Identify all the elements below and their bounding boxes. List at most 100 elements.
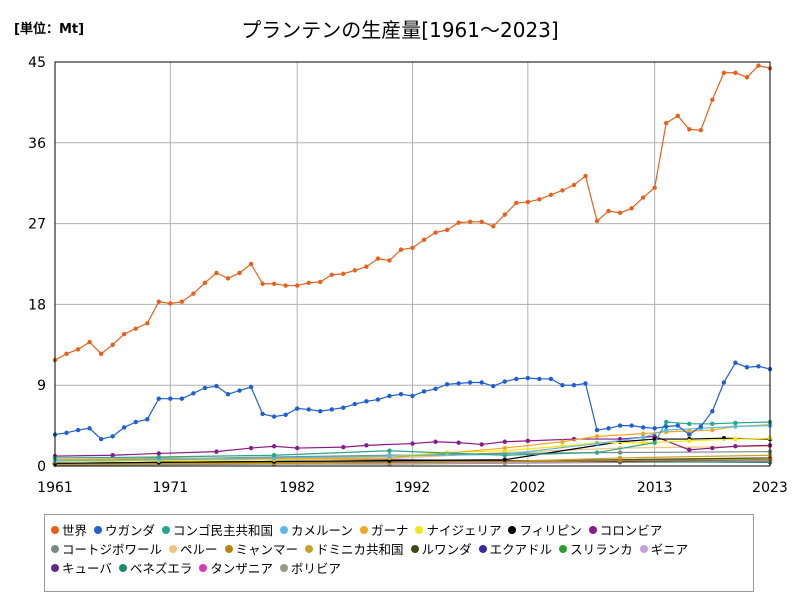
data-point	[294, 406, 300, 411]
series-line	[54, 421, 771, 459]
legend-marker	[279, 563, 288, 572]
data-point	[560, 188, 565, 193]
data-point	[352, 401, 358, 407]
data-point	[410, 441, 415, 446]
data-point	[364, 399, 369, 404]
data-point	[537, 376, 542, 382]
data-point	[502, 379, 507, 384]
legend-label: ガーナ	[370, 523, 409, 538]
data-point	[583, 173, 588, 179]
legend-marker	[199, 563, 208, 572]
data-point	[491, 383, 496, 389]
legend-marker	[118, 563, 127, 572]
legend-label: ミャンマー	[235, 542, 299, 557]
data-point	[640, 195, 646, 200]
legend-item: コロンビア	[588, 520, 663, 539]
series-line	[54, 437, 771, 464]
data-point	[687, 421, 692, 427]
legend-item: スリランカ	[559, 539, 633, 558]
data-point	[710, 409, 715, 414]
legend-label: ギニア	[650, 542, 689, 557]
y-tick-label: 18	[28, 297, 46, 313]
legend-marker	[410, 544, 419, 553]
legend-marker	[478, 544, 487, 553]
data-point	[675, 113, 680, 119]
data-point	[75, 427, 81, 433]
data-point	[271, 453, 277, 458]
data-point	[710, 427, 715, 433]
legend-marker	[559, 544, 568, 553]
data-point	[698, 128, 704, 133]
data-point	[306, 280, 311, 286]
data-point	[98, 436, 104, 442]
series-line	[54, 437, 771, 463]
data-point	[87, 426, 92, 431]
data-point	[433, 386, 438, 391]
legend-item: コートジボワール	[51, 539, 162, 558]
legend-label: ナイジェリア	[426, 523, 502, 538]
data-point	[491, 224, 496, 229]
data-point	[283, 283, 288, 288]
x-tick-label: 2023	[752, 480, 788, 496]
data-point	[341, 444, 346, 450]
legend-label: エクアドル	[489, 542, 553, 557]
data-point	[467, 219, 473, 225]
data-point	[271, 444, 277, 449]
data-point	[617, 210, 623, 216]
data-point	[225, 391, 231, 397]
data-point	[214, 270, 219, 276]
legend-item: コンゴ民主共和国	[162, 520, 273, 539]
data-point	[733, 424, 738, 429]
legend-item: エクアドル	[478, 539, 553, 558]
data-point	[687, 438, 692, 444]
data-point	[733, 360, 738, 365]
legend-label: ルワンダ	[421, 542, 472, 557]
data-point	[248, 445, 254, 451]
data-point	[617, 450, 623, 455]
data-point	[341, 271, 346, 277]
data-point	[64, 351, 69, 356]
data-point	[721, 70, 727, 75]
data-point	[191, 391, 196, 396]
data-point	[640, 431, 646, 436]
data-point	[664, 419, 669, 425]
data-point	[271, 281, 277, 286]
data-point	[168, 396, 173, 401]
series-コロンビア	[52, 434, 773, 459]
data-point	[145, 417, 150, 422]
data-point	[248, 384, 254, 390]
data-point	[479, 219, 484, 225]
x-tick-label: 1992	[395, 480, 431, 496]
data-point	[341, 405, 346, 410]
data-point	[733, 70, 738, 75]
legend-label: カメルーン	[291, 523, 353, 538]
data-point	[456, 220, 461, 225]
legend-marker	[508, 525, 517, 534]
data-point	[652, 185, 657, 190]
y-tick-label: 9	[37, 378, 46, 394]
data-point	[456, 440, 461, 445]
data-point	[110, 342, 115, 347]
data-point	[687, 127, 692, 132]
data-point	[110, 453, 115, 458]
data-point	[121, 331, 127, 337]
unit-label: [単位：Mt]	[14, 22, 85, 37]
legend-marker	[359, 525, 368, 534]
data-point	[733, 436, 738, 442]
data-point	[214, 449, 219, 454]
legend-item: ガーナ	[359, 520, 409, 539]
data-point	[629, 423, 634, 428]
data-point	[456, 381, 461, 386]
legend-label: コロンビア	[599, 523, 663, 538]
data-point	[664, 427, 669, 433]
data-point	[444, 382, 450, 387]
x-tick-label: 1982	[279, 480, 315, 496]
legend-item: ベネズエラ	[118, 558, 192, 577]
data-point	[410, 393, 415, 399]
data-point	[583, 381, 588, 386]
data-point	[710, 445, 715, 451]
data-point	[502, 457, 507, 462]
legend-label: コートジボワール	[62, 542, 163, 557]
data-point	[514, 376, 519, 382]
